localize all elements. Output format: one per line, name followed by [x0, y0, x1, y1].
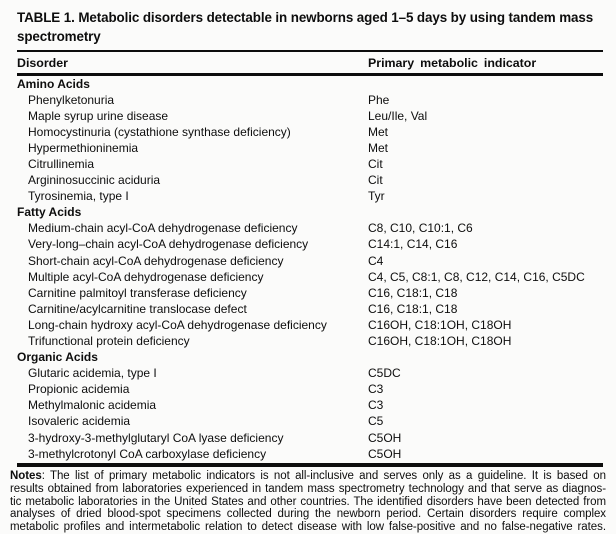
- table-row: Medium-chain acyl-CoA dehydrogenase defi…: [17, 220, 603, 236]
- table-row: Maple syrup urine disease Leu/Ile, Val: [17, 108, 603, 124]
- indicator-cell: Leu/Ile, Val: [368, 108, 428, 123]
- indicator-cell: C16OH, C18:1OH, C18OH: [368, 317, 512, 332]
- disorder-cell: Maple syrup urine disease: [28, 108, 169, 123]
- table-row: Hypermethioninemia Met: [17, 140, 603, 156]
- indicator-cell: C4: [368, 253, 384, 268]
- section-header-label: Fatty Acids: [17, 205, 82, 220]
- notes-line: results obtained from laboratories exper…: [10, 482, 606, 495]
- table-body: Amino Acids Phenylketonuria Phe Maple syrup…: [17, 76, 603, 462]
- notes-label: Notes: [10, 469, 42, 482]
- notes-line: analyses of dried blood-spot specimens c…: [10, 508, 606, 521]
- disorder-cell: Methylmalonic acidemia: [28, 398, 157, 413]
- disorder-cell: Very-long–chain acyl-CoA dehydrogenase d…: [28, 237, 309, 252]
- disorder-cell: Propionic acidemia: [28, 382, 130, 397]
- section-header-label: Amino Acids: [17, 76, 90, 91]
- disorder-cell: 3-hydroxy-3-methylglutaryl CoA lyase def…: [28, 430, 284, 445]
- table-row: 3-methylcrotonyl CoA carboxylase deficie…: [17, 446, 603, 462]
- section-header-label: Organic Acids: [17, 350, 98, 365]
- indicator-cell: C5OH: [368, 430, 402, 445]
- section-header-spacer: [368, 204, 603, 220]
- table-row: Phenylketonuria Phe: [17, 92, 603, 108]
- indicator-cell: Phe: [368, 92, 390, 107]
- disorder-cell: Medium-chain acyl-CoA dehydrogenase defi…: [28, 221, 298, 236]
- table-row: Trifunctional protein deficiency C16OH, C…: [17, 333, 603, 349]
- indicator-cell: Met: [368, 140, 389, 155]
- notes-line: Notes: The list of primary metabolic ind…: [10, 470, 606, 483]
- table-row: Isovaleric acidemia C5: [17, 413, 603, 429]
- section-header-spacer: [368, 76, 603, 92]
- disorder-cell: Short-chain acyl-CoA dehydrogenase defic…: [28, 253, 284, 268]
- indicator-cell: C16OH, C18:1OH, C18OH: [368, 334, 512, 348]
- disorder-cell: Carnitine/acylcarnitine translocase defe…: [28, 301, 247, 316]
- indicator-cell: Tyr: [368, 189, 385, 204]
- indicator-cell: C3: [368, 398, 384, 413]
- section-header-row: Amino Acids: [17, 76, 603, 92]
- disorder-cell: Trifunctional protein deficiency: [28, 334, 190, 348]
- table-row: Short-chain acyl-CoA dehydrogenase defic…: [17, 253, 603, 269]
- indicator-cell: C5OH: [368, 446, 402, 461]
- disorder-cell: Citrullinemia: [28, 156, 95, 171]
- table-row: 3-hydroxy-3-methylglutaryl CoA lyase def…: [17, 430, 603, 446]
- title-rule: [17, 50, 603, 52]
- indicator-cell: C14:1, C14, C16: [368, 237, 458, 252]
- table-area: TABLE 1. Metabolic disorders detectable …: [17, 10, 603, 467]
- table-row: Propionic acidemia C3: [17, 381, 603, 397]
- disorder-cell: Isovaleric acidemia: [28, 414, 131, 429]
- disorder-cell: Argininosuccinic aciduria: [28, 173, 161, 188]
- indicator-cell: C5: [368, 414, 384, 429]
- disorder-cell: Glutaric acidemia, type I: [28, 366, 157, 381]
- table-row: Multiple acyl-CoA dehydrogenase deficien…: [17, 269, 603, 285]
- disorder-cell: Phenylketonuria: [28, 92, 115, 107]
- indicator-cell: C16, C18:1, C18: [368, 301, 458, 316]
- indicator-cell: C3: [368, 382, 384, 397]
- column-header-row: Disorder Primary metabolic indicator: [17, 52, 603, 73]
- disorder-cell: Hypermethioninemia: [28, 140, 139, 155]
- section-header-row: Fatty Acids: [17, 204, 603, 220]
- column-header-indicator: Primary metabolic indicator: [368, 55, 537, 70]
- disorder-cell: Carnitine palmitoyl transferase deficien…: [28, 285, 247, 300]
- disorder-cell: Tyrosinemia, type I: [28, 189, 129, 204]
- indicator-cell: Met: [368, 124, 389, 139]
- indicator-cell: Cit: [368, 156, 383, 171]
- disorder-cell: Long-chain hydroxy acyl-CoA dehydrogenas…: [28, 317, 327, 332]
- indicator-cell: C16, C18:1, C18: [368, 285, 458, 300]
- header-rule: [17, 73, 603, 76]
- table-row: Carnitine/acylcarnitine translocase defe…: [17, 301, 603, 317]
- indicator-cell: C5DC: [368, 366, 401, 381]
- notes: Notes: The list of primary metabolic ind…: [0, 470, 616, 534]
- column-header-disorder: Disorder: [17, 55, 68, 70]
- section-header-spacer: [368, 349, 603, 365]
- notes-line: tic metabolic laboratories in the United…: [10, 495, 606, 508]
- section-header-row: Organic Acids: [17, 349, 603, 365]
- table-row: Homocystinuria (cystathione synthase def…: [17, 124, 603, 140]
- notes-line: metabolic profiles and intermetabolic re…: [10, 521, 606, 534]
- indicator-cell: C8, C10, C10:1, C6: [368, 221, 473, 236]
- table-row: Carnitine palmitoyl transferase deficien…: [17, 285, 603, 301]
- table-row: Glutaric acidemia, type I C5DC: [17, 365, 603, 381]
- table-row: Very-long–chain acyl-CoA dehydrogenase d…: [17, 236, 603, 252]
- table-row: Long-chain hydroxy acyl-CoA dehydrogenas…: [17, 317, 603, 333]
- bottom-rule: [17, 462, 603, 467]
- disorder-cell: Multiple acyl-CoA dehydrogenase deficien…: [28, 269, 264, 284]
- table-row: Argininosuccinic aciduria Cit: [17, 172, 603, 188]
- table-row: Citrullinemia Cit: [17, 156, 603, 172]
- notes-text: : The list of primary metabolic indicato…: [41, 469, 606, 482]
- table-row: Methylmalonic acidemia C3: [17, 397, 603, 413]
- disorder-cell: 3-methylcrotonyl CoA carboxylase deficie…: [28, 446, 267, 461]
- table-row: Tyrosinemia, type I Tyr: [17, 188, 603, 204]
- indicator-cell: C4, C5, C8:1, C8, C12, C14, C16, C5DC: [368, 269, 585, 284]
- indicator-cell: Cit: [368, 173, 383, 188]
- disorder-cell: Homocystinuria (cystathione synthase def…: [28, 124, 291, 139]
- table-title: TABLE 1. Metabolic disorders detectable …: [17, 10, 594, 44]
